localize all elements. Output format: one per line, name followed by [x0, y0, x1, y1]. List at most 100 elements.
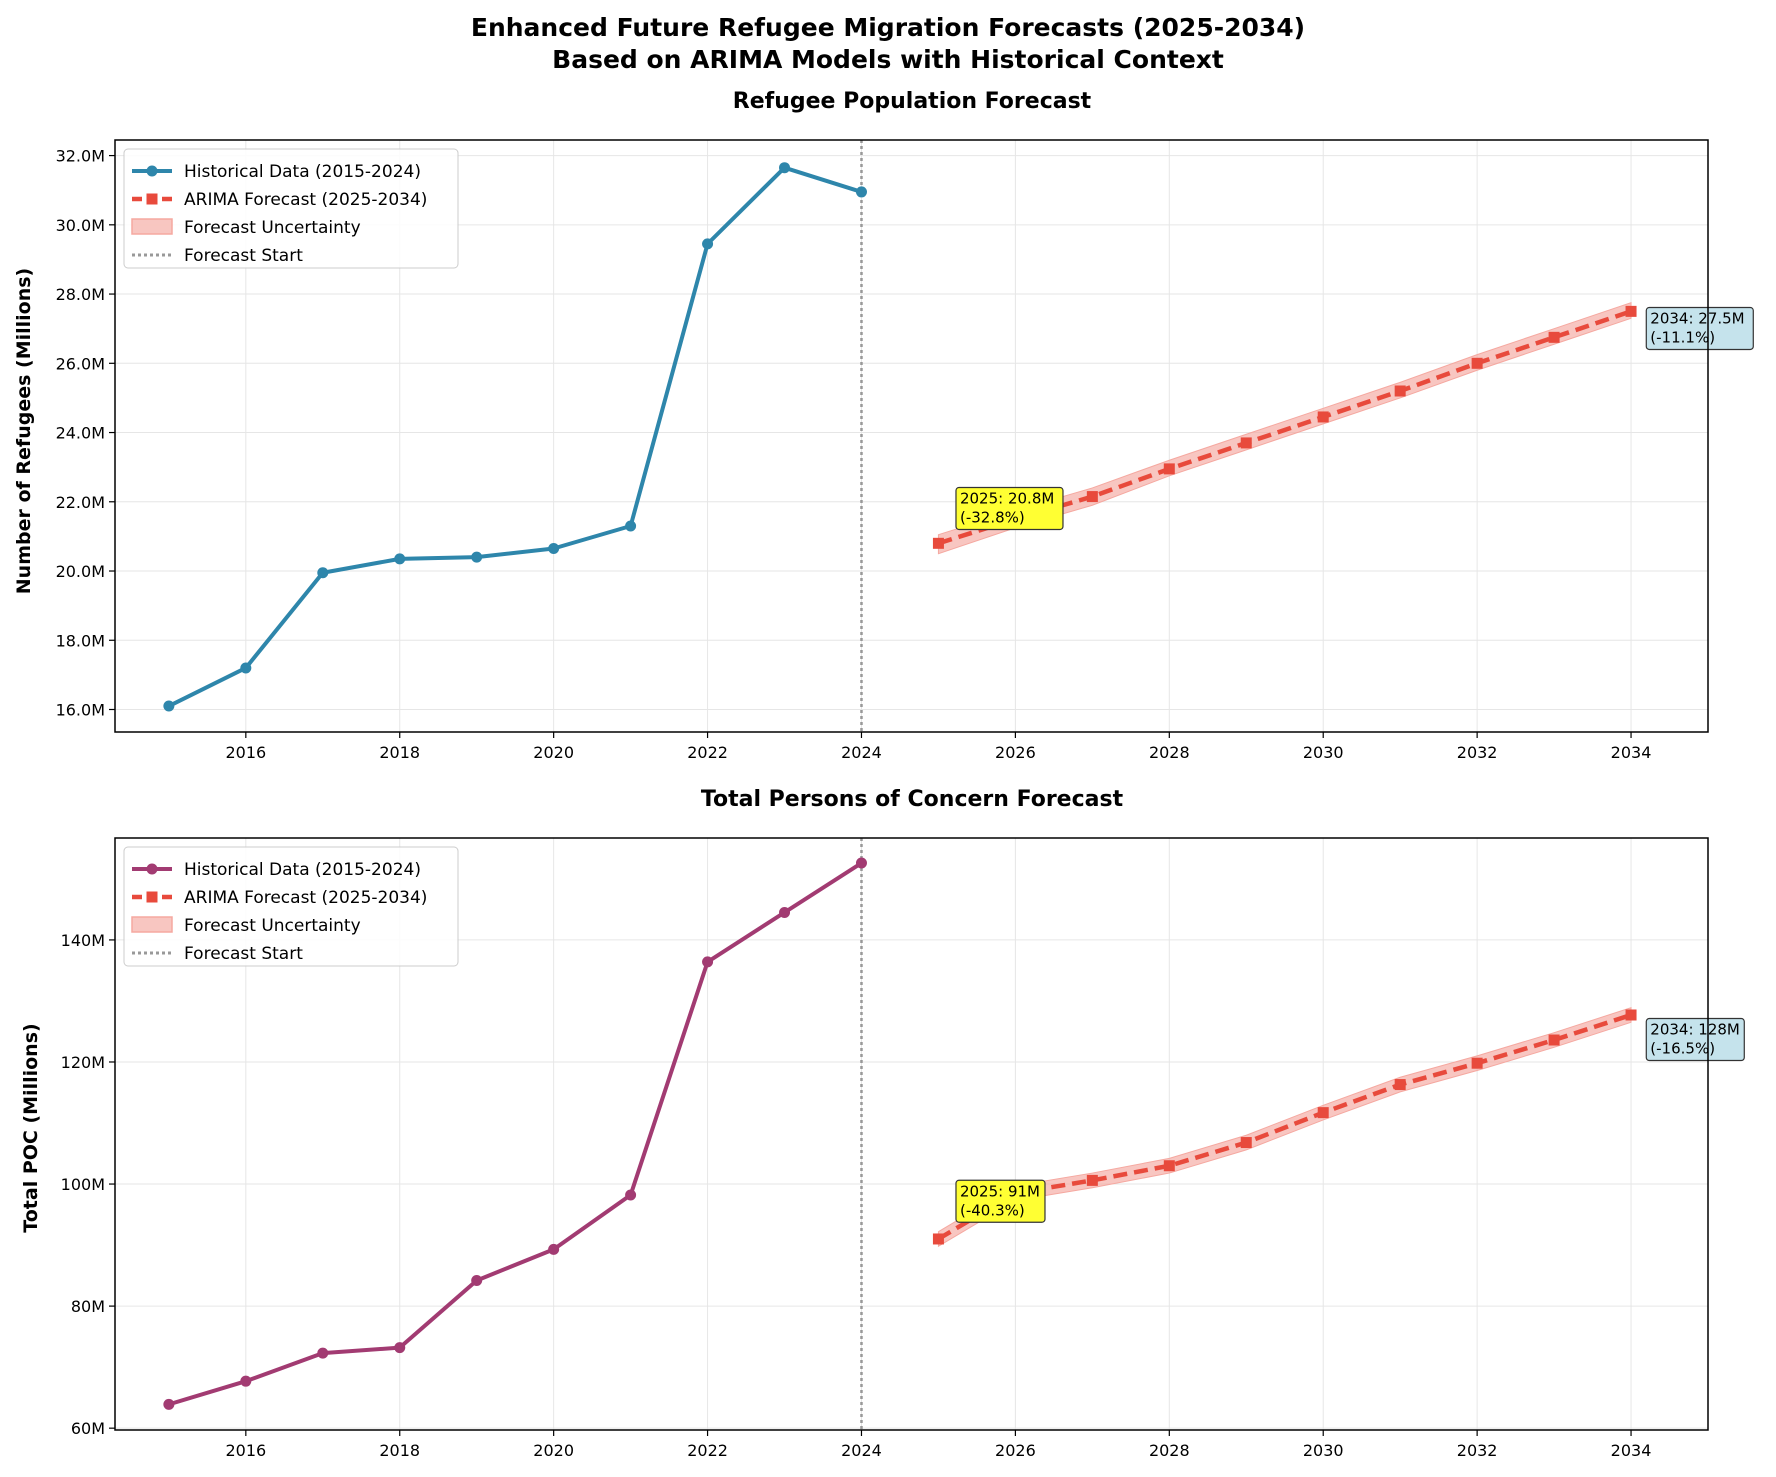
historical-data-point	[702, 238, 714, 250]
refugee-forecast-panel: Refugee Population Forecast Number of Re…	[13, 89, 1754, 762]
x-tick-label: 2024	[841, 743, 882, 762]
historical-series-line	[168, 861, 863, 1407]
x-tick-label: 2018	[379, 1441, 420, 1460]
x-tick-label: 2028	[1149, 743, 1190, 762]
historical-data-point	[855, 186, 867, 198]
x-tick-label: 2022	[687, 743, 728, 762]
x-tick-label: 2016	[225, 1441, 266, 1460]
historical-data-point	[625, 1189, 637, 1201]
y-tick-label: 16.0M	[56, 700, 105, 719]
forecast-data-point	[1471, 357, 1483, 369]
historical-data-point	[625, 520, 637, 532]
legend-entry-label: Historical Data (2015-2024)	[184, 860, 421, 880]
legend-marker-historical	[146, 863, 158, 875]
historical-data-point	[394, 1342, 406, 1354]
y-tick-label: 60M	[71, 1419, 105, 1438]
forecast-data-point	[1471, 1057, 1483, 1069]
historical-data-point	[548, 543, 560, 555]
x-tick-label: 2020	[533, 743, 574, 762]
y-tick-label: 24.0M	[56, 424, 105, 443]
y-tick-label: 20.0M	[56, 562, 105, 581]
annotation-box	[1645, 306, 1754, 351]
annotation-text: 2025: 20.8M	[960, 490, 1054, 508]
panel-title: Total Persons of Concern Forecast	[701, 787, 1124, 812]
figure-title-line1: Enhanced Future Refugee Migration Foreca…	[471, 13, 1305, 42]
forecast-data-point	[932, 537, 944, 549]
forecast-data-point	[1240, 437, 1252, 449]
legend-entry-label: Historical Data (2015-2024)	[184, 162, 421, 182]
annotation-text: (-32.8%)	[960, 509, 1025, 527]
forecast-data-point	[1625, 305, 1637, 317]
x-tick-label: 2020	[533, 1441, 574, 1460]
legend-marker-historical	[146, 165, 158, 177]
x-tick-label: 2032	[1457, 1441, 1498, 1460]
annotation-text: 2034: 27.5M	[1650, 309, 1744, 327]
x-tick-label: 2034	[1611, 743, 1652, 762]
forecast-data-point	[1317, 411, 1329, 423]
forecast-data-point	[1163, 463, 1175, 475]
historical-data-point	[702, 956, 714, 968]
forecast-data-point	[1086, 491, 1098, 503]
legend-marker-forecast	[146, 193, 158, 205]
x-tick-label: 2026	[995, 743, 1036, 762]
forecast-series-line	[937, 309, 1632, 546]
poc-forecast-panel: Total Persons of Concern Forecast Total …	[20, 787, 1745, 1460]
forecast-data-point	[1240, 1137, 1252, 1149]
plot-frame	[114, 837, 1709, 1431]
annotation-text: 2025: 91M	[960, 1182, 1040, 1200]
historical-data-point	[163, 1398, 175, 1410]
historical-data-point	[163, 700, 175, 712]
legend-box	[123, 846, 459, 967]
legend-entry-label: Forecast Uncertainty	[184, 916, 361, 936]
legend-box	[123, 148, 459, 269]
annotation-box	[955, 486, 1064, 531]
x-tick-label: 2030	[1303, 743, 1344, 762]
annotation-text: 2034: 128M	[1650, 1021, 1740, 1039]
plot-frame	[114, 139, 1709, 733]
forecast-data-point	[1163, 1160, 1175, 1172]
forecast-data-point	[1625, 1009, 1637, 1021]
legend-swatch-uncertainty	[131, 916, 173, 933]
historical-data-point	[394, 553, 406, 565]
historical-data-point	[317, 567, 329, 579]
historical-data-point	[240, 1375, 252, 1387]
y-tick-label: 32.0M	[56, 147, 105, 166]
annotation-box	[955, 1179, 1046, 1223]
x-tick-label: 2016	[225, 743, 266, 762]
y-tick-label: 18.0M	[56, 631, 105, 650]
historical-data-point	[471, 1274, 483, 1286]
legend-swatch-uncertainty	[131, 218, 173, 235]
legend-entry-label: ARIMA Forecast (2025-2034)	[184, 888, 427, 908]
y-tick-label: 30.0M	[56, 216, 105, 235]
y-tick-label: 26.0M	[56, 354, 105, 373]
forecast-data-point	[1394, 1079, 1406, 1091]
forecast-series-line	[937, 1012, 1632, 1241]
legend-entry-label: ARIMA Forecast (2025-2034)	[184, 190, 427, 210]
legend-marker-forecast	[146, 891, 158, 903]
figure-title-line2: Based on ARIMA Models with Historical Co…	[552, 45, 1224, 74]
legend-entry-label: Forecast Start	[184, 246, 303, 266]
historical-data-point	[471, 551, 483, 563]
legend-entry-label: Forecast Start	[184, 944, 303, 964]
x-tick-label: 2026	[995, 1441, 1036, 1460]
y-tick-label: 100M	[61, 1175, 105, 1194]
x-tick-label: 2022	[687, 1441, 728, 1460]
y-tick-label: 140M	[61, 931, 105, 950]
x-tick-label: 2032	[1457, 743, 1498, 762]
annotation-text: (-40.3%)	[960, 1201, 1025, 1219]
forecast-data-point	[1317, 1107, 1329, 1119]
forecast-data-point	[1394, 385, 1406, 397]
forecast-data-point	[1548, 1034, 1560, 1046]
forecast-data-point	[1548, 331, 1560, 343]
x-tick-label: 2024	[841, 1441, 882, 1460]
historical-data-point	[855, 857, 867, 869]
x-tick-label: 2030	[1303, 1441, 1344, 1460]
y-axis-label: Total POC (Millions)	[20, 1023, 42, 1232]
x-tick-label: 2018	[379, 743, 420, 762]
forecast-data-point	[932, 1233, 944, 1245]
annotation-text: (-11.1%)	[1650, 328, 1715, 346]
y-tick-label: 28.0M	[56, 285, 105, 304]
historical-series-line	[167, 165, 863, 708]
y-tick-label: 22.0M	[56, 493, 105, 512]
